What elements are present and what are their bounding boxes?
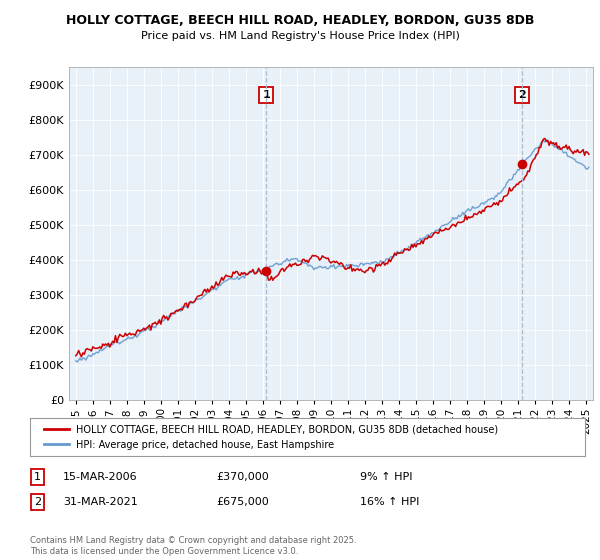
Text: £675,000: £675,000 [216,497,269,507]
Text: 16% ↑ HPI: 16% ↑ HPI [360,497,419,507]
Text: £370,000: £370,000 [216,472,269,482]
Text: 2: 2 [518,90,526,100]
Text: 15-MAR-2006: 15-MAR-2006 [63,472,137,482]
Text: Contains HM Land Registry data © Crown copyright and database right 2025.
This d: Contains HM Land Registry data © Crown c… [30,536,356,556]
Text: 1: 1 [262,90,270,100]
Text: HOLLY COTTAGE, BEECH HILL ROAD, HEADLEY, BORDON, GU35 8DB: HOLLY COTTAGE, BEECH HILL ROAD, HEADLEY,… [66,14,534,27]
Legend: HOLLY COTTAGE, BEECH HILL ROAD, HEADLEY, BORDON, GU35 8DB (detached house), HPI:: HOLLY COTTAGE, BEECH HILL ROAD, HEADLEY,… [40,421,502,454]
Text: 31-MAR-2021: 31-MAR-2021 [63,497,138,507]
Text: 2: 2 [34,497,41,507]
Text: Price paid vs. HM Land Registry's House Price Index (HPI): Price paid vs. HM Land Registry's House … [140,31,460,41]
Text: 1: 1 [34,472,41,482]
Text: 9% ↑ HPI: 9% ↑ HPI [360,472,413,482]
